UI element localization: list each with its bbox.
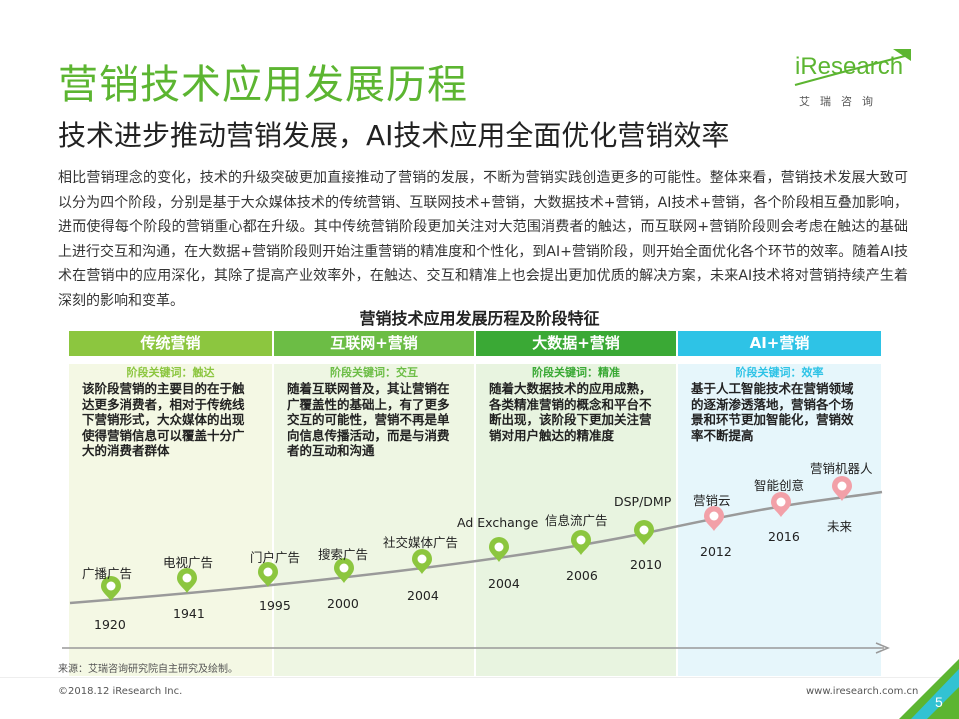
- map-pin-icon: [634, 520, 654, 545]
- milestone-label: 智能创意: [754, 478, 805, 493]
- logo-text: iResearch: [795, 53, 904, 80]
- phase-header: 传统营销: [69, 331, 272, 356]
- milestone-label: Ad Exchange: [457, 515, 539, 530]
- milestone-label: 营销机器人: [810, 461, 873, 476]
- milestone-year: 1941: [173, 606, 205, 621]
- map-pin-icon: [489, 537, 509, 562]
- chart-title: 营销技术应用发展历程及阶段特征: [359, 309, 600, 328]
- phase-header: 大数据+营销: [476, 331, 676, 356]
- page-title: 营销技术应用发展历程: [58, 62, 468, 108]
- milestone-year: 2004: [488, 576, 520, 591]
- milestone-label: 搜索广告: [318, 547, 369, 562]
- phase-body: 阶段关键词：触达 该阶段营销的主要目的在于触达更多消费者，相对于传统线下营销形式…: [69, 364, 272, 676]
- milestone-year: 2010: [630, 557, 662, 572]
- milestone-label: 电视广告: [163, 555, 214, 570]
- map-pin-icon: [412, 549, 432, 574]
- phase-description: 基于人工智能技术在营销领域的逐渐渗透落地，营销各个场景和环节更加智能化，营销效率…: [691, 381, 854, 443]
- phase-column-bigdata: 大数据+营销 阶段关键词：精准 随着大数据技术的应用成熟，各类精准营销的概念和平…: [476, 331, 676, 676]
- footer-divider: [0, 677, 959, 678]
- phase-description: 随着大数据技术的应用成熟，各类精准营销的概念和平台不断出现，该阶段下更加关注营销…: [489, 381, 652, 443]
- phase-keyword: 阶段关键词：交互: [330, 366, 418, 379]
- milestone-label: 广播广告: [82, 566, 133, 581]
- logo-cn-text: 艾瑞咨询: [799, 95, 883, 108]
- footer-url[interactable]: www.iresearch.com.cn: [806, 686, 919, 697]
- phase-header: 互联网+营销: [274, 331, 474, 356]
- page-subtitle: 技术进步推动营销发展，AI技术应用全面优化营销效率: [58, 119, 730, 152]
- phase-header: AI+营销: [678, 331, 881, 356]
- milestone-label: 门户广告: [250, 550, 301, 565]
- map-pin-icon: [334, 558, 354, 583]
- iresearch-logo: iResearch 艾瑞咨询: [793, 49, 913, 109]
- map-pin-icon: [258, 562, 278, 587]
- phase-column-internet: 互联网+营销 阶段关键词：交互 随着互联网普及，其让营销在广覆盖性的基础上，有了…: [274, 331, 474, 676]
- footer-copyright: ©2018.12 iResearch Inc.: [58, 686, 183, 697]
- milestone-label: 社交媒体广告: [383, 535, 459, 550]
- phase-keyword: 阶段关键词：效率: [735, 366, 824, 379]
- phase-keyword: 阶段关键词：触达: [126, 366, 215, 379]
- map-pin-icon: [101, 576, 121, 601]
- phase-body: 阶段关键词：交互 随着互联网普及，其让营销在广覆盖性的基础上，有了更多交互的可能…: [274, 364, 474, 676]
- milestone-year: 2016: [768, 529, 800, 544]
- logo-swoosh-icon: [794, 49, 911, 86]
- milestone-pins: [101, 476, 852, 601]
- intro-paragraph: 相比营销理念的变化，技术的升级突破更加直接推动了营销的发展，不断为营销实践创造更…: [58, 170, 908, 309]
- timeline-curve: [69, 490, 883, 605]
- phase-description: 该阶段营销的主要目的在于触达更多消费者，相对于传统线下营销形式，大众媒体的出现使…: [82, 381, 245, 458]
- milestone-year: 1920: [94, 617, 126, 632]
- map-pin-icon: [832, 476, 852, 501]
- milestone-label: DSP/DMP: [614, 494, 672, 509]
- milestone-label: 营销云: [693, 493, 731, 508]
- milestone-year: 1995: [259, 598, 291, 613]
- phase-column-traditional: 传统营销 阶段关键词：触达 该阶段营销的主要目的在于触达更多消费者，相对于传统线…: [69, 331, 272, 676]
- page-number: 5: [935, 694, 943, 710]
- milestone-year: 2012: [700, 544, 732, 559]
- phase-body: 阶段关键词：精准 随着大数据技术的应用成熟，各类精准营销的概念和平台不断出现，该…: [476, 364, 676, 676]
- time-axis-arrow-icon: [875, 642, 890, 654]
- milestone-year: 2004: [407, 588, 439, 603]
- map-pin-icon: [771, 492, 791, 517]
- phase-description: 随着互联网普及，其让营销在广覆盖性的基础上，有了更多交互的可能性，营销不再是单向…: [287, 381, 450, 458]
- map-pin-icon: [177, 568, 197, 593]
- map-pin-icon: [571, 530, 591, 555]
- milestone-year: 2006: [566, 568, 598, 583]
- map-pin-icon: [704, 506, 724, 531]
- page-corner-graphic: [899, 659, 959, 719]
- source-note: 来源：艾瑞咨询研究院自主研究及绘制。: [58, 664, 238, 675]
- milestone-year: 未来: [827, 519, 853, 534]
- milestone-label: 信息流广告: [545, 513, 608, 528]
- phase-keyword: 阶段关键词：精准: [532, 366, 620, 379]
- milestone-year: 2000: [327, 596, 359, 611]
